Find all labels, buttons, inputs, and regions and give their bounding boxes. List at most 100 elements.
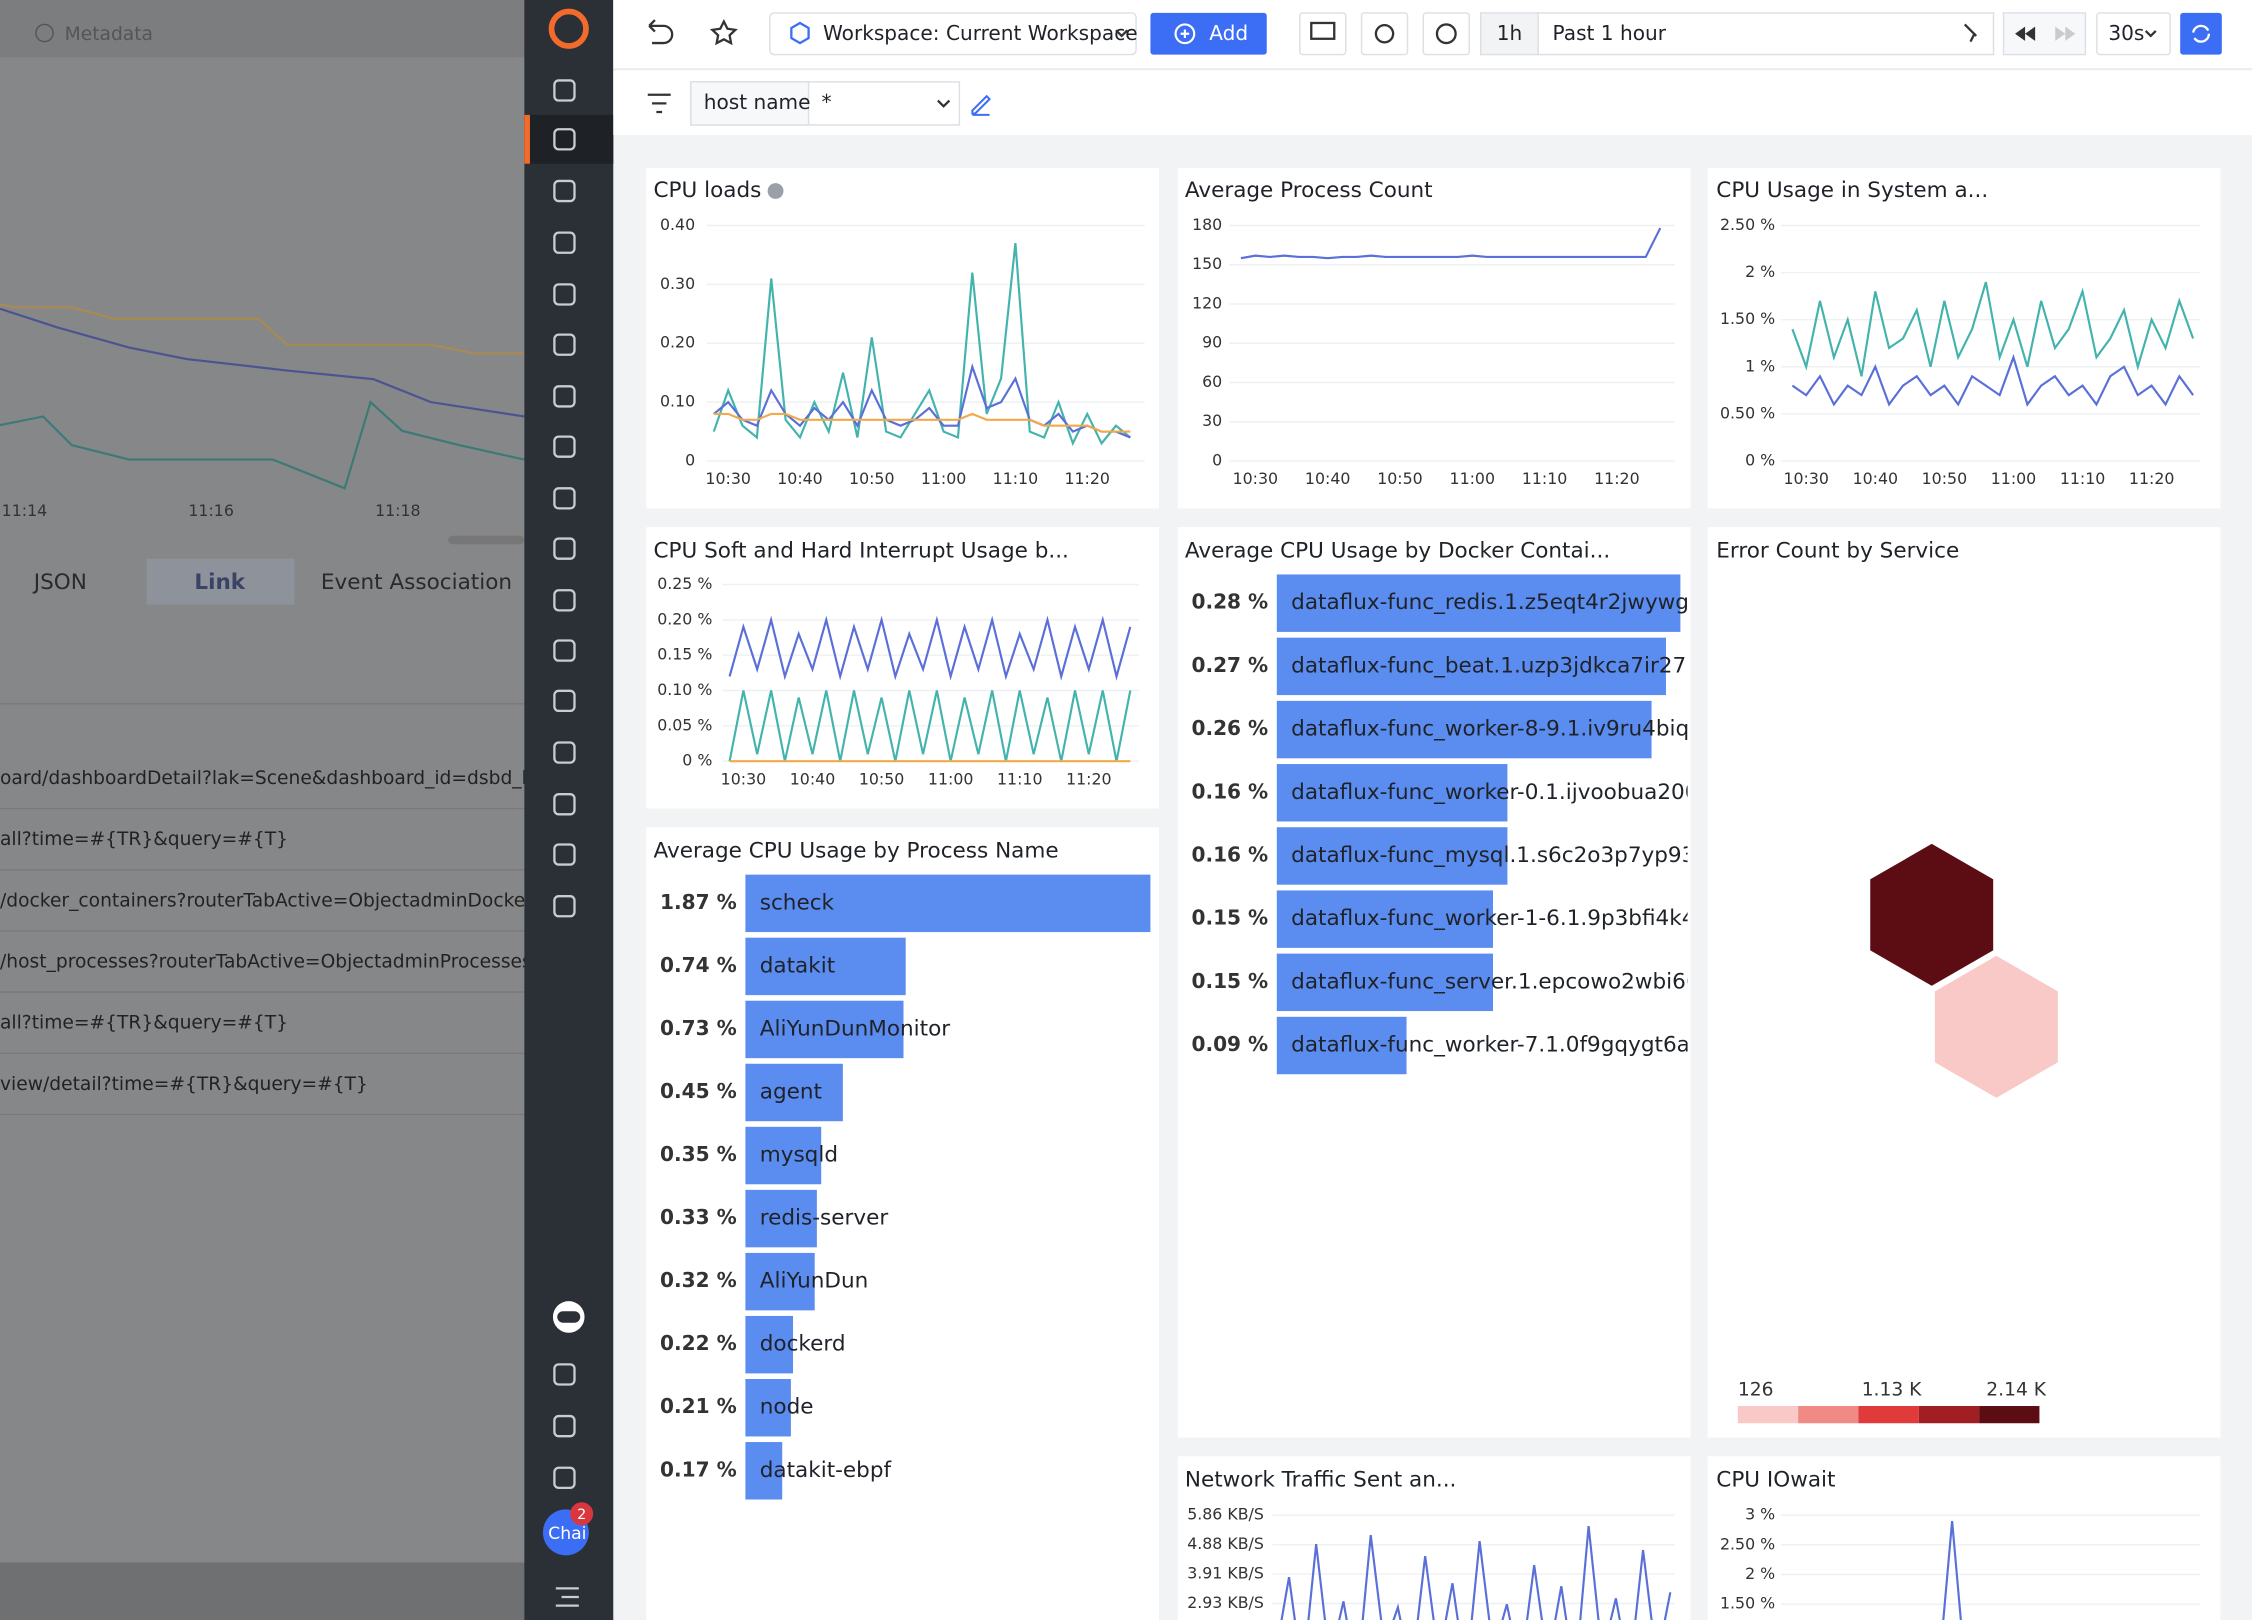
hexagon[interactable] — [1868, 842, 1995, 988]
legend-label: 2.14 K — [1986, 1380, 2046, 1401]
assistant-face — [557, 1311, 581, 1323]
drawer-x-label: 11:16 — [188, 501, 233, 520]
y-tick-label: 150 — [1192, 254, 1222, 273]
nav-icon[interactable] — [553, 537, 576, 560]
x-tick-label: 10:40 — [1853, 469, 1898, 488]
tab[interactable]: Link — [194, 570, 245, 595]
nav-icon[interactable] — [553, 179, 576, 203]
bar-label: datakit-ebpf — [760, 1458, 892, 1483]
nav-icon[interactable] — [553, 1414, 576, 1438]
bar-label: dataflux-func_redis.1.z5eqt4r2jwywg8 — [1291, 590, 1703, 615]
tv-button[interactable] — [1299, 12, 1347, 56]
nav-icon[interactable] — [553, 689, 576, 713]
nav-icon[interactable] — [553, 231, 576, 254]
y-tick-label: 0.50 % — [1720, 403, 1775, 422]
star-icon[interactable] — [709, 18, 738, 46]
bar — [1276, 827, 1508, 885]
add-button[interactable] — [1150, 12, 1267, 55]
value-label: 0.35 % — [660, 1142, 737, 1166]
refresh-select[interactable] — [2096, 12, 2171, 56]
series-line — [712, 243, 1131, 447]
rewind-icon[interactable] — [2015, 26, 2036, 41]
y-tick-label: 0.30 — [660, 274, 695, 293]
value-label: 0.17 % — [660, 1457, 737, 1481]
tab[interactable]: JSON — [32, 570, 87, 595]
link[interactable]: oard/dashboardDetail?lak=Scene&dashboard… — [0, 768, 569, 789]
x-tick-label: 10:30 — [705, 469, 750, 488]
filter-label: host name — [704, 90, 811, 114]
chevron — [1115, 29, 1129, 38]
nav-active — [524, 114, 614, 164]
panel-title: Average CPU Usage by Docker Contai... — [1185, 538, 1610, 563]
bar — [745, 1126, 822, 1185]
value-label: 0.15 % — [1191, 906, 1268, 930]
nav-icon[interactable] — [553, 793, 576, 816]
nav-icon[interactable] — [553, 385, 576, 408]
link[interactable]: all?time=#{TR}&query=#{T} — [0, 1013, 288, 1034]
tab[interactable]: Event Association — [321, 570, 512, 595]
nav-icon[interactable] — [553, 128, 576, 151]
panel-title: Average CPU Usage by Process Name — [653, 839, 1058, 864]
bar — [745, 874, 1151, 933]
nav-icon[interactable] — [553, 1363, 576, 1386]
range-input[interactable] — [1537, 12, 1995, 56]
undo-icon[interactable] — [648, 19, 674, 45]
drawer-line — [0, 400, 525, 490]
link[interactable]: view/detail?time=#{TR}&query=#{T} — [0, 1074, 368, 1095]
edit-icon[interactable] — [971, 94, 991, 116]
nav-icon[interactable] — [553, 333, 576, 356]
panel — [1177, 168, 1691, 509]
nav-icon[interactable] — [553, 741, 576, 764]
link[interactable]: /host_processes?routerTabActive=Objectad… — [0, 951, 559, 972]
nav-icon[interactable] — [553, 283, 576, 306]
x-tick-label: 10:30 — [721, 769, 766, 788]
bar-label: scheck — [760, 890, 835, 915]
history-button[interactable] — [1422, 12, 1470, 56]
workspace-select[interactable] — [769, 12, 1137, 56]
legend-swatch — [1858, 1406, 1919, 1424]
nav-icon[interactable] — [553, 843, 576, 866]
x-tick-label: 11:10 — [1522, 469, 1567, 488]
nav-icon[interactable] — [553, 487, 576, 510]
link[interactable]: all?time=#{TR}&query=#{T} — [0, 829, 288, 850]
nav-icon[interactable] — [553, 1466, 576, 1490]
bar-label: node — [760, 1395, 814, 1420]
nav-icon[interactable] — [553, 639, 576, 662]
bar — [1276, 637, 1666, 696]
y-tick-label: 60 — [1202, 372, 1222, 391]
range-short[interactable] — [1480, 12, 1539, 56]
y-tick-label: 0 % — [1745, 451, 1775, 470]
collapse-icon[interactable] — [555, 1587, 579, 1607]
x-tick-label: 10:50 — [849, 469, 894, 488]
hexagon[interactable] — [1933, 954, 2060, 1100]
filter-icon[interactable] — [647, 93, 671, 114]
link[interactable]: /docker_containers?routerTabActive=Objec… — [0, 890, 560, 911]
drawer-line — [0, 303, 525, 355]
help-icon[interactable] — [767, 183, 784, 199]
value-label: 0.32 % — [660, 1268, 737, 1292]
panel-title: CPU IOwait — [1716, 1468, 1835, 1493]
y-tick-label: 3.91 KB/S — [1187, 1563, 1264, 1582]
bar-label: AliYunDunMonitor — [760, 1016, 951, 1041]
range-short-label: 1h — [1497, 21, 1523, 45]
nav-icon[interactable] — [553, 895, 576, 918]
bar — [745, 1000, 904, 1059]
bar — [1276, 574, 1681, 632]
y-tick-label: 2 % — [1745, 262, 1775, 281]
x-tick-label: 11:10 — [2060, 469, 2105, 488]
panel-title: CPU loads — [653, 178, 761, 203]
drawer-footer — [0, 1562, 525, 1620]
refresh-button[interactable] — [2180, 12, 2222, 55]
nav-icon[interactable] — [553, 589, 576, 612]
nav-icon[interactable] — [553, 435, 576, 458]
bar-label: dataflux-func_worker-8-9.1.iv9ru4biqf — [1291, 717, 1697, 742]
pin-icon[interactable] — [1963, 23, 1978, 43]
bar — [745, 937, 906, 996]
series-line — [728, 615, 1132, 681]
bar-label: AliYunDun — [760, 1269, 869, 1294]
legend-swatch — [1979, 1406, 2040, 1424]
nav-icon[interactable] — [553, 79, 576, 102]
settings-button[interactable] — [1360, 12, 1409, 56]
bar-group: 0.28 % dataflux-func_redis.1.z5eqt4r2jwyw… — [1191, 574, 1703, 1075]
